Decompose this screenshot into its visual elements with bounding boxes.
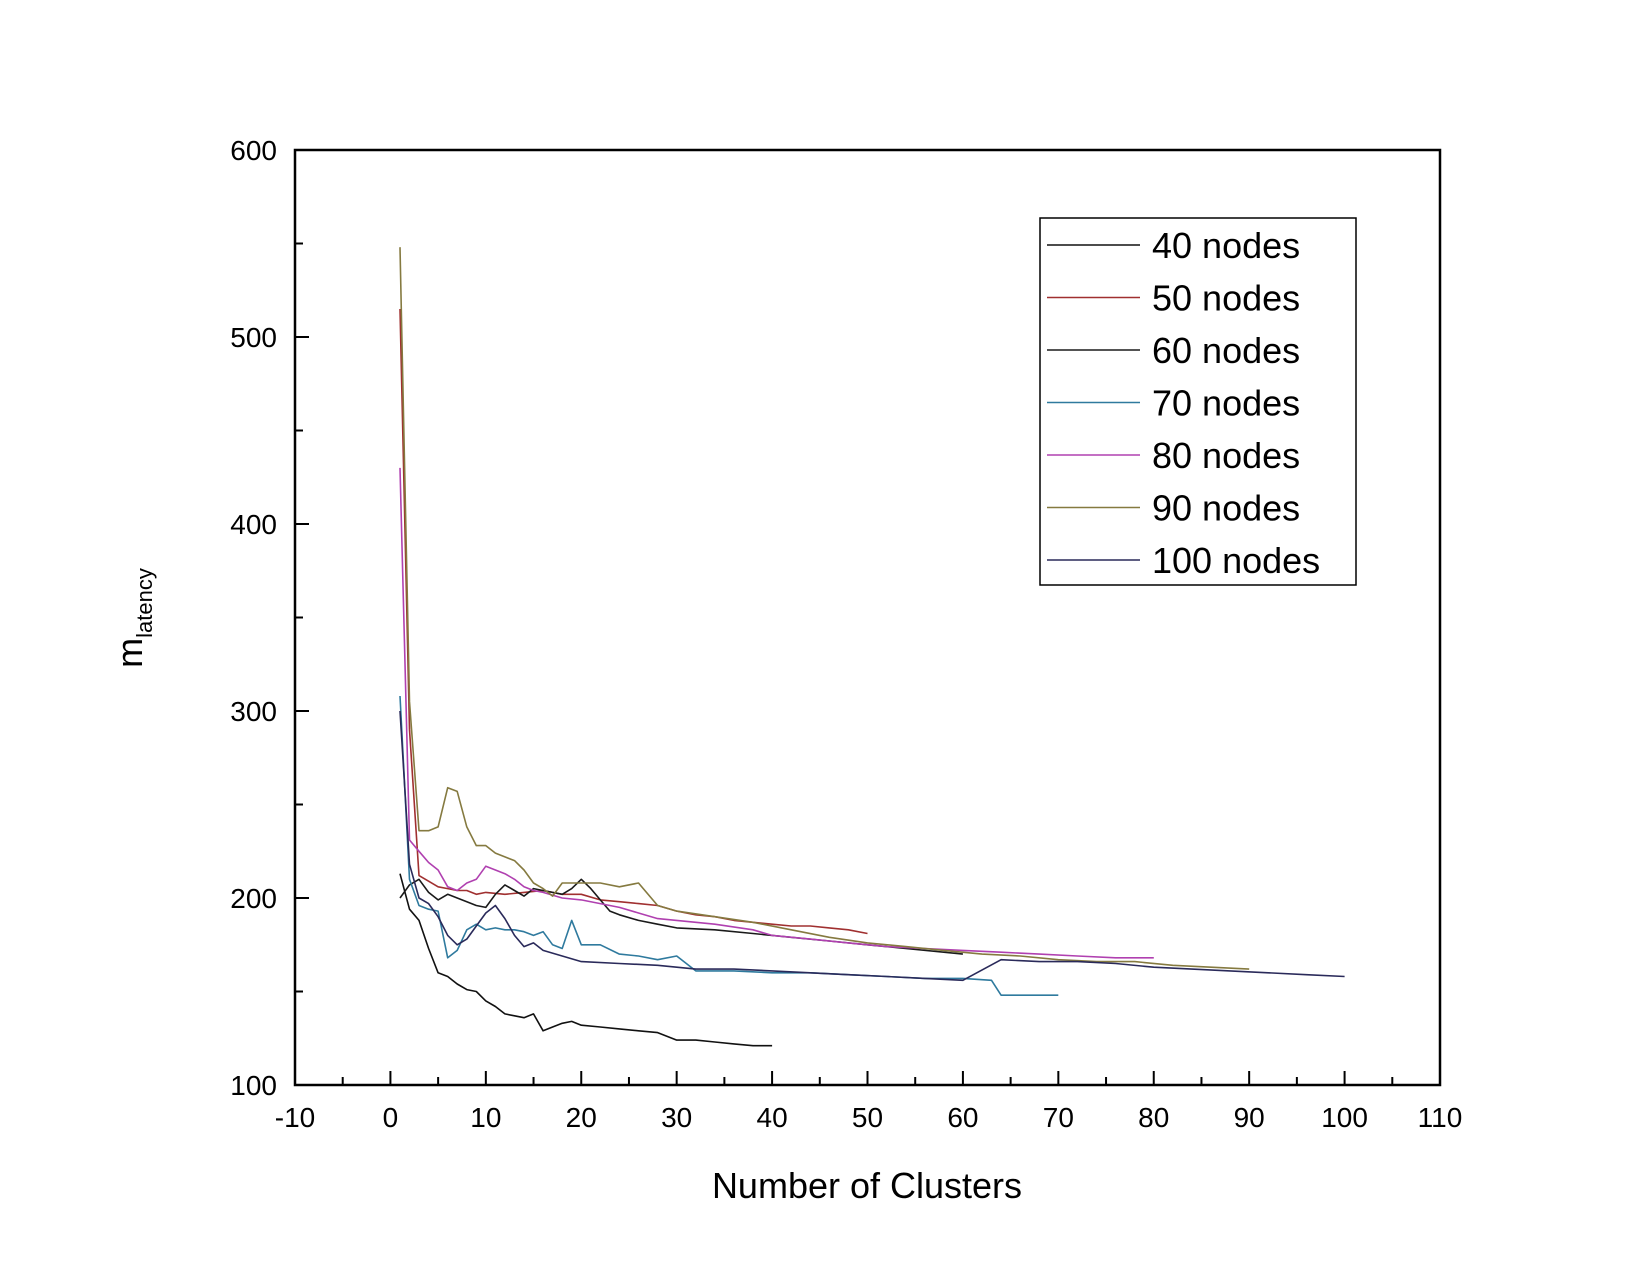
legend-label-1: 40 nodes bbox=[1152, 225, 1300, 266]
x-tick-label: 0 bbox=[383, 1102, 399, 1133]
x-tick-label: 110 bbox=[1418, 1102, 1463, 1133]
legend-label-4: 70 nodes bbox=[1152, 383, 1300, 424]
series-line-1 bbox=[399, 873, 773, 1047]
legend-label-3: 60 nodes bbox=[1152, 330, 1300, 371]
legend-label-5: 80 nodes bbox=[1152, 435, 1300, 476]
x-tick-label: 10 bbox=[470, 1102, 501, 1133]
y-tick-label: 200 bbox=[230, 883, 277, 914]
x-tick-label: 70 bbox=[1043, 1102, 1074, 1133]
x-tick-label: 90 bbox=[1234, 1102, 1265, 1133]
y-tick-label: 600 bbox=[230, 135, 277, 166]
y-tick-label: 100 bbox=[230, 1070, 277, 1101]
y-axis-title: mlatency bbox=[109, 568, 157, 668]
legend-label-6: 90 nodes bbox=[1152, 488, 1300, 529]
legend-label-7: 100 nodes bbox=[1152, 540, 1320, 581]
legend-frame bbox=[1039, 217, 1357, 586]
x-tick-label: 60 bbox=[947, 1102, 978, 1133]
y-tick-label: 500 bbox=[230, 322, 277, 353]
x-tick-label: 100 bbox=[1321, 1102, 1368, 1133]
legend: 40 nodes 50 nodes 60 nodes 70 nodes 80 nodes… bbox=[1039, 217, 1357, 586]
series-line-3 bbox=[399, 878, 963, 955]
x-tick-label: 20 bbox=[566, 1102, 597, 1133]
y-axis-title-main: m bbox=[109, 638, 150, 668]
x-tick-label: 80 bbox=[1138, 1102, 1169, 1133]
x-tick-label: 30 bbox=[661, 1102, 692, 1133]
series-line-6 bbox=[399, 247, 1250, 970]
x-tick-label: 40 bbox=[757, 1102, 788, 1133]
legend-label-2: 50 nodes bbox=[1152, 278, 1300, 319]
data-lines bbox=[399, 247, 1345, 1047]
x-axis-title: Number of Clusters bbox=[712, 1165, 1022, 1206]
series-line-7 bbox=[399, 710, 1345, 982]
y-axis-title-subscript: latency bbox=[132, 568, 157, 638]
series-line-2 bbox=[399, 308, 868, 935]
y-tick-label: 400 bbox=[230, 509, 277, 540]
x-tick-label: 50 bbox=[852, 1102, 883, 1133]
y-tick-label: 300 bbox=[230, 696, 277, 727]
x-tick-label: -10 bbox=[275, 1102, 315, 1133]
axis-ticks: -10 0 10 20 30 40 50 60 70 80 90 100 110 100 200 300 400… bbox=[230, 135, 1462, 1133]
